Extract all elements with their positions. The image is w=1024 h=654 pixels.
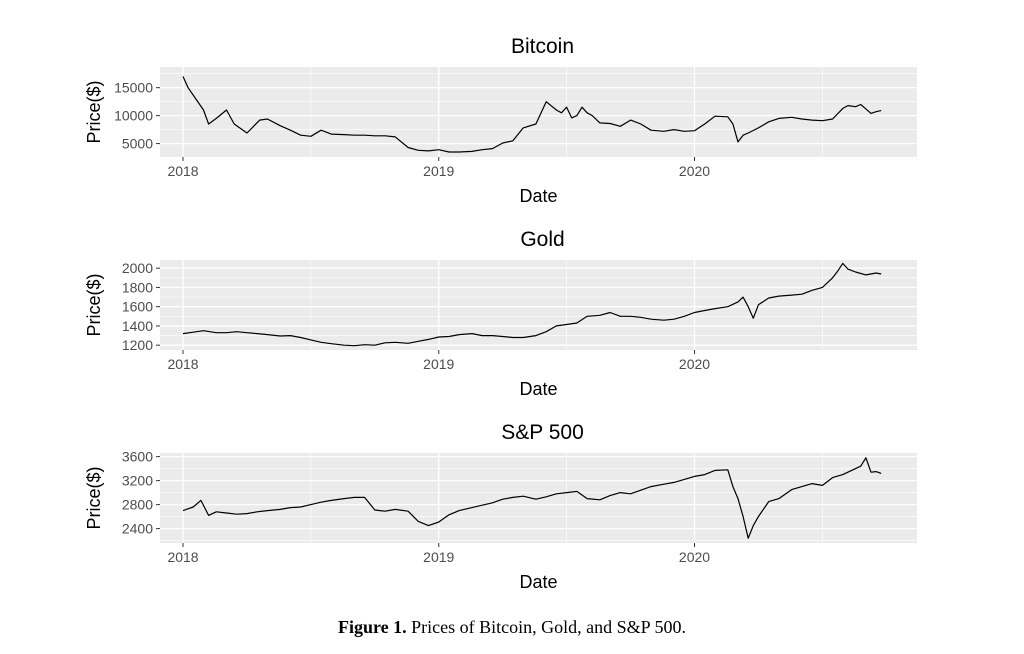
caption-text: Prices of Bitcoin, Gold, and S&P 500. [411,617,686,637]
y-tick-label: 1800 [122,279,153,295]
x-tick-label: 2019 [423,549,454,565]
chart-panel-2: 2018 2019 2020 1200 1400 1600 1800 2000 Gold Date… [84,228,917,399]
caption-label: Figure 1. [338,617,407,637]
y-tick-label: 1600 [122,299,153,315]
chart-panel-1: 2018 2019 2020 5000 10000 15000 Bitcoin Date Pri… [84,35,917,206]
y-axis-label: Price($) [84,466,104,529]
y-tick-label: 1400 [122,318,153,334]
y-tick-label: 2000 [122,260,153,276]
plot-background [160,260,917,350]
y-tick-label: 2800 [122,497,153,513]
x-tick-label: 2019 [423,163,454,179]
x-axis-label: Date [519,379,557,399]
x-axis-label: Date [519,572,557,592]
x-tick-label: 2018 [167,163,198,179]
y-axis-label: Price($) [84,273,104,336]
y-tick-label: 3200 [122,473,153,489]
plot-background [160,67,917,157]
y-tick-label: 1200 [122,337,153,353]
y-tick-label: 5000 [122,136,153,152]
x-axis-label: Date [519,186,557,206]
x-tick-label: 2020 [679,163,710,179]
panels: 2018 2019 2020 5000 10000 15000 Bitcoin Date Pri… [84,35,917,592]
y-tick-label: 3600 [122,449,153,465]
series-line-1 [182,262,882,347]
x-tick-label: 2020 [679,549,710,565]
figure-caption: Figure 1. Prices of Bitcoin, Gold, and S… [0,617,1024,638]
y-tick-label: 15000 [114,80,153,96]
x-tick-label: 2018 [167,356,198,372]
x-tick-label: 2018 [167,549,198,565]
chart-panel-3: 2018 2019 2020 2400 2800 3200 3600 S&P 500 Date P… [84,421,917,592]
y-tick-label: 2400 [122,521,153,537]
series-line-1 [182,76,882,153]
y-axis-label: Price($) [84,80,104,143]
chart-title: Gold [520,228,564,251]
x-tick-label: 2020 [679,356,710,372]
chart-title: Bitcoin [511,35,574,58]
x-tick-label: 2019 [423,356,454,372]
y-tick-label: 10000 [114,108,153,124]
series-line-1 [182,457,882,539]
chart-title: S&P 500 [501,421,584,444]
